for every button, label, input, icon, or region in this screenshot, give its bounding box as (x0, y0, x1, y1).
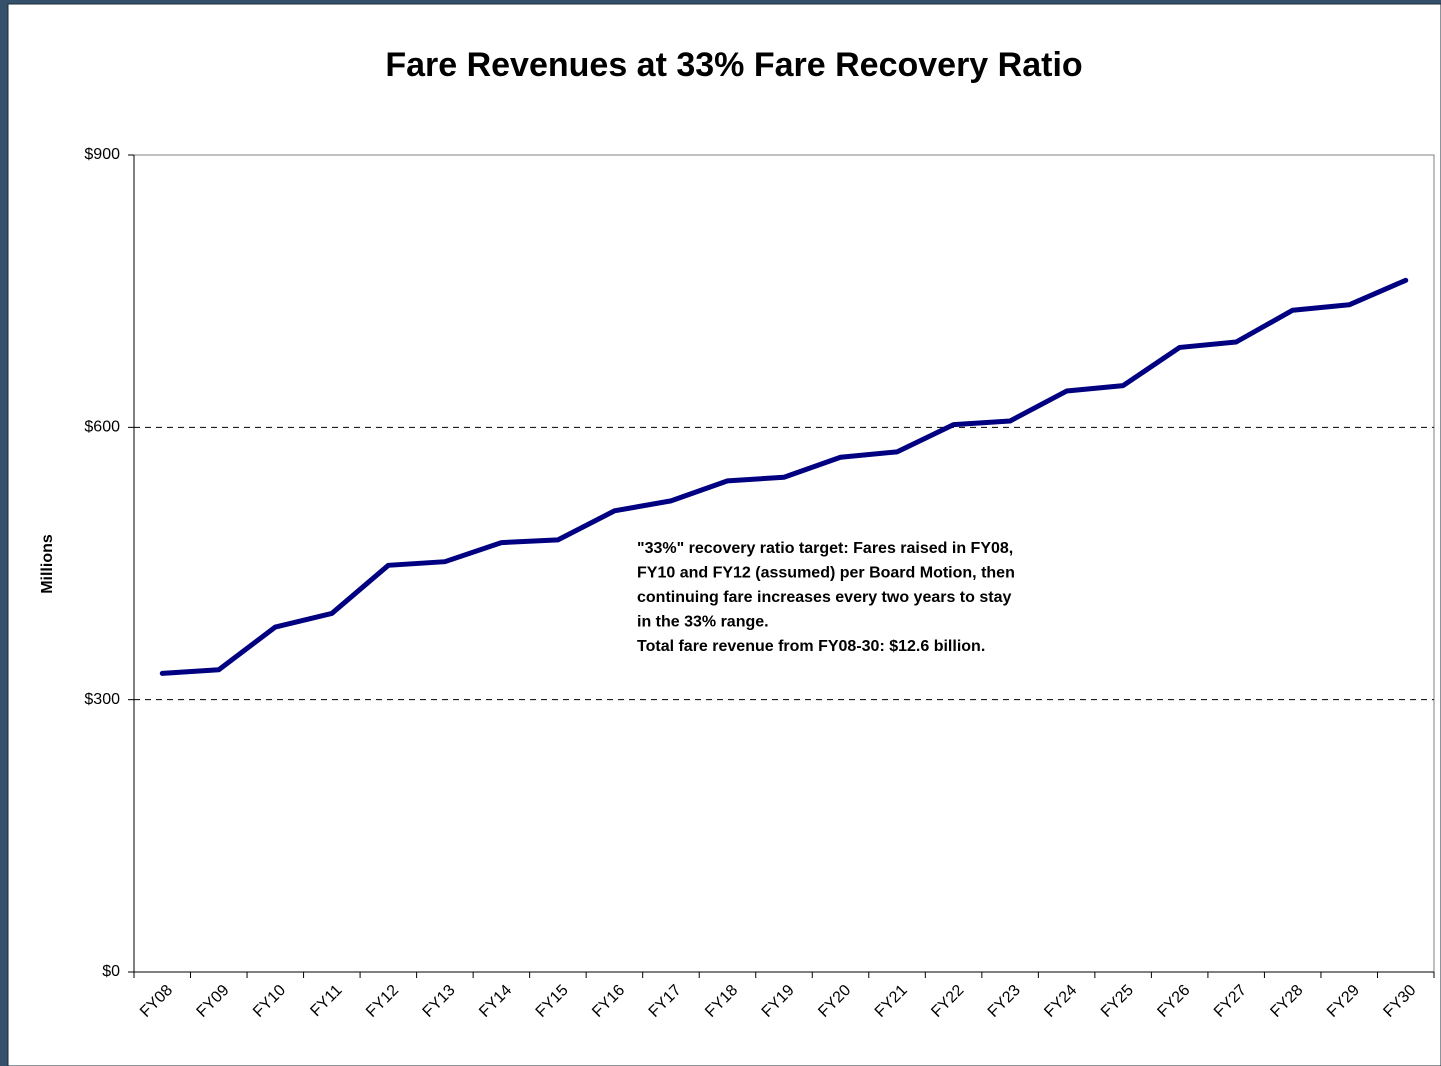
annotation: continuing fare increases every two year… (637, 589, 1011, 606)
data-line (159, 277, 1409, 676)
annotation: Total fare revenue from FY08-30: $12.6 b… (637, 638, 985, 655)
y-tick-label: $300 (84, 691, 120, 708)
annotation: "33%" recovery ratio target: Fares raise… (637, 540, 1013, 557)
y-tick-label: $900 (84, 146, 120, 163)
chart-title: Fare Revenues at 33% Fare Recovery Ratio (385, 46, 1082, 84)
y-tick-label: $600 (84, 419, 120, 436)
annotation: in the 33% range. (637, 614, 769, 631)
annotation: FY10 and FY12 (assumed) per Board Motion… (637, 565, 1015, 582)
y-axis-label: Millions (39, 534, 56, 594)
y-tick-label: $0 (102, 963, 120, 980)
chart-background (7, 3, 1441, 1066)
